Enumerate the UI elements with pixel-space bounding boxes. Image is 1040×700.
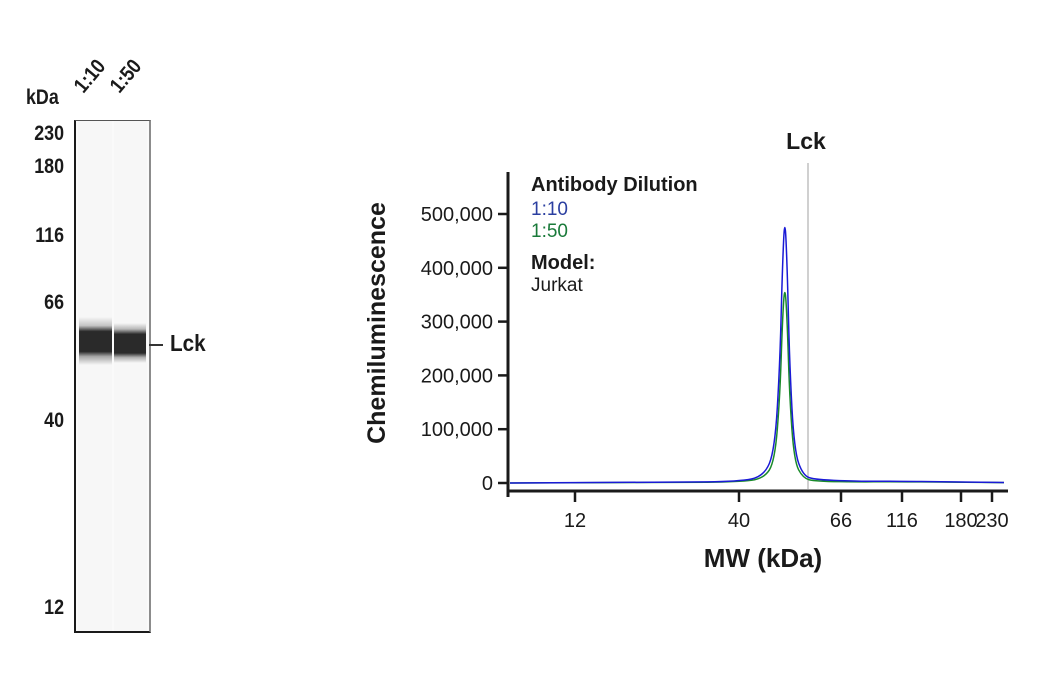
kda-unit-label: kDa (26, 86, 59, 109)
x-tick-label: 12 (564, 510, 586, 532)
legend-model-value: Jurkat (531, 275, 583, 296)
series-line-1-10 (509, 291, 1005, 484)
lane-1 (78, 121, 112, 631)
y-tick-label: 500,000 (421, 204, 493, 226)
y-tick-label: 200,000 (421, 365, 493, 387)
band-label-lck: Lck (170, 330, 206, 356)
legend-title: Antibody Dilution (531, 174, 698, 196)
x-tick-label: 230 (975, 510, 1008, 532)
y-tick-label: 100,000 (421, 419, 493, 441)
legend-model-title: Model: (531, 252, 595, 274)
band-lane-2 (114, 323, 146, 363)
mw-marker-66: 66 (44, 291, 64, 314)
band-pointer-line (149, 344, 163, 346)
legend-entry-1-50: 1:50 (531, 221, 568, 242)
x-tick-label: 40 (728, 510, 750, 532)
band-lane-1 (79, 317, 112, 365)
mw-marker-116: 116 (35, 224, 64, 247)
legend-entry-1-10: 1:10 (531, 199, 568, 220)
x-tick-label: 180 (944, 510, 977, 532)
x-axis-title: MW (kDa) (704, 543, 822, 573)
peak-annotation-label: Lck (786, 128, 826, 154)
mw-marker-40: 40 (44, 409, 64, 432)
series-line-1-50 (509, 226, 1005, 484)
blot-image (74, 120, 151, 633)
lane-2 (114, 121, 147, 631)
y-axis-title: Chemiluminescence (363, 202, 391, 444)
mw-marker-12: 12 (44, 596, 64, 619)
x-tick-label: 116 (886, 510, 918, 532)
y-tick-label: 300,000 (421, 312, 493, 334)
mw-marker-180: 180 (34, 155, 64, 178)
x-tick-label: 66 (830, 510, 852, 532)
mw-marker-230: 230 (34, 122, 64, 145)
legend: Antibody Dilution 1:10 1:50 Model: Jurka… (531, 174, 698, 296)
y-tick-label: 400,000 (421, 258, 493, 280)
y-axis-ticks: 0 100,000 200,000 300,000 400,000 500,000 (421, 204, 508, 495)
y-tick-label: 0 (482, 473, 493, 495)
